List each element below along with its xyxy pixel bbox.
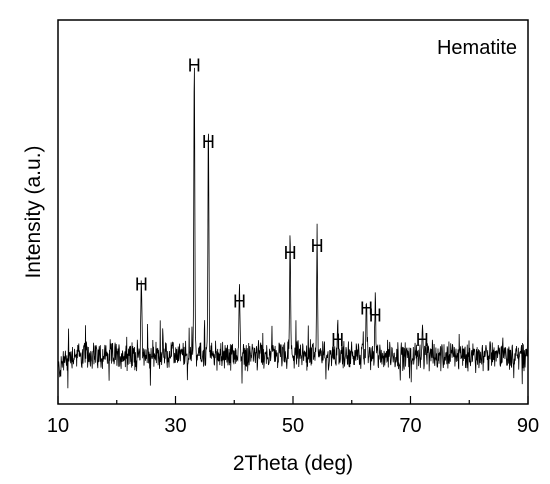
peak-label-h: H	[135, 274, 148, 294]
x-tick-label: 10	[47, 415, 69, 437]
peak-label-h: H	[188, 56, 201, 76]
y-axis-label: Intensity (a.u.)	[22, 145, 45, 278]
x-axis-label: 2Theta (deg)	[233, 452, 353, 475]
peak-label-h: H	[311, 236, 324, 256]
peak-label-h: H	[331, 330, 344, 350]
peak-label-h: H	[284, 243, 297, 263]
x-tick-label: 50	[282, 415, 304, 437]
x-axis-ticks: 10 30 50 70 90	[47, 396, 539, 437]
peak-label-h: H	[360, 299, 373, 319]
plot-frame	[57, 19, 529, 405]
x-tick-label: 70	[399, 415, 421, 437]
plot-border	[57, 19, 529, 405]
peak-label-h: H	[416, 330, 429, 350]
peak-label-h: H	[202, 132, 215, 152]
x-tick-label: 30	[164, 415, 186, 437]
peak-label-h: H	[233, 292, 246, 312]
x-tick-label: 90	[517, 415, 539, 437]
xrd-pattern-line	[57, 67, 529, 389]
legend-label: Hematite	[437, 37, 517, 59]
peak-label-h: H	[369, 306, 382, 326]
